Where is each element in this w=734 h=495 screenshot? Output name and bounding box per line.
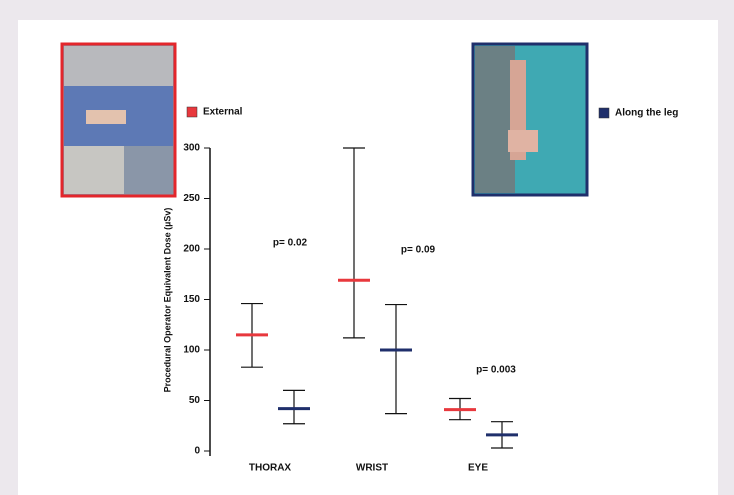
p-value: p= 0.02 bbox=[273, 238, 308, 249]
p-value: p= 0.09 bbox=[401, 245, 436, 256]
chart: Procedural Operator Equivalent Dose (µSv… bbox=[0, 0, 734, 495]
y-tick-label: 200 bbox=[183, 244, 200, 255]
y-tick-label: 250 bbox=[183, 193, 200, 204]
page: Procedural Operator Equivalent Dose (µSv… bbox=[0, 0, 734, 495]
legend-swatch bbox=[187, 107, 197, 117]
y-tick-label: 0 bbox=[194, 446, 200, 457]
y-axis-label: Procedural Operator Equivalent Dose (µSv… bbox=[162, 208, 172, 393]
legend-swatch bbox=[599, 108, 609, 118]
legend-label: Along the leg bbox=[615, 108, 678, 119]
x-tick-label: WRIST bbox=[356, 463, 388, 474]
photo-external bbox=[62, 44, 175, 196]
p-value: p= 0.003 bbox=[476, 365, 516, 376]
y-tick-label: 50 bbox=[189, 395, 201, 406]
y-tick-label: 300 bbox=[183, 143, 200, 154]
x-tick-label: EYE bbox=[468, 463, 488, 474]
y-tick-label: 100 bbox=[183, 345, 200, 356]
x-tick-label: THORAX bbox=[249, 463, 292, 474]
y-tick-label: 150 bbox=[183, 294, 200, 305]
legend-label: External bbox=[203, 107, 243, 118]
photo-along-leg bbox=[473, 44, 587, 195]
